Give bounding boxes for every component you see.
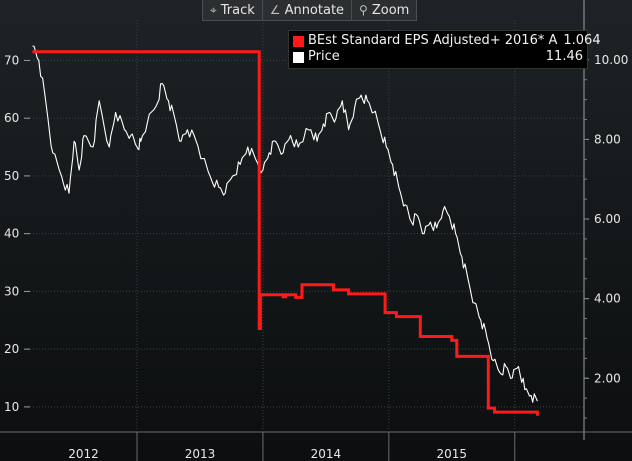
series-line-eps: [32, 50, 539, 416]
chart-toolbar: ⌖ Track ∠ Annotate ⚲ Zoom: [202, 0, 418, 21]
annotate-button[interactable]: ∠ Annotate: [263, 0, 353, 20]
legend-label: Price: [308, 49, 340, 64]
x-tick-label: 2012: [68, 447, 99, 461]
right-tick-label: 8.00: [594, 132, 621, 146]
x-tick-label: 2013: [185, 447, 216, 461]
left-tick-label: 60: [4, 111, 19, 125]
x-tick-label: 2015: [437, 447, 468, 461]
legend-value: 1.064: [563, 33, 601, 48]
right-tick-label: 6.00: [594, 212, 621, 226]
left-tick-label: 40: [4, 227, 19, 241]
legend-entry-price[interactable]: Price 11.46: [293, 49, 583, 65]
pencil-icon: ∠: [269, 3, 281, 17]
legend-entry-eps[interactable]: BEst Standard EPS Adjusted+ 2016* A 1.06…: [293, 33, 601, 49]
annotate-label: Annotate: [284, 2, 345, 18]
legend-swatch: [293, 35, 304, 47]
crosshair-icon: ⌖: [210, 2, 217, 17]
track-label: Track: [220, 2, 255, 18]
legend-label: BEst Standard EPS Adjusted+ 2016* A: [308, 33, 558, 48]
series-line-price: [32, 45, 538, 403]
track-button[interactable]: ⌖ Track: [203, 0, 263, 20]
right-tick-label: 10.00: [594, 53, 628, 67]
left-tick-label: 20: [4, 342, 19, 356]
legend-swatch: [293, 51, 304, 63]
legend-value: 11.46: [545, 49, 583, 64]
chart-legend: BEst Standard EPS Adjusted+ 2016* A 1.06…: [288, 30, 601, 69]
magnifier-icon: ⚲: [359, 3, 368, 17]
left-tick-label: 50: [4, 169, 19, 183]
right-tick-label: 2.00: [594, 371, 621, 385]
zoom-label: Zoom: [371, 2, 410, 18]
left-tick-label: 30: [4, 284, 19, 298]
right-tick-label: 4.00: [594, 292, 621, 306]
zoom-button[interactable]: ⚲ Zoom: [352, 0, 416, 20]
x-tick-label: 2014: [311, 447, 342, 461]
left-tick-label: 10: [4, 400, 19, 414]
left-tick-label: 70: [4, 53, 19, 67]
